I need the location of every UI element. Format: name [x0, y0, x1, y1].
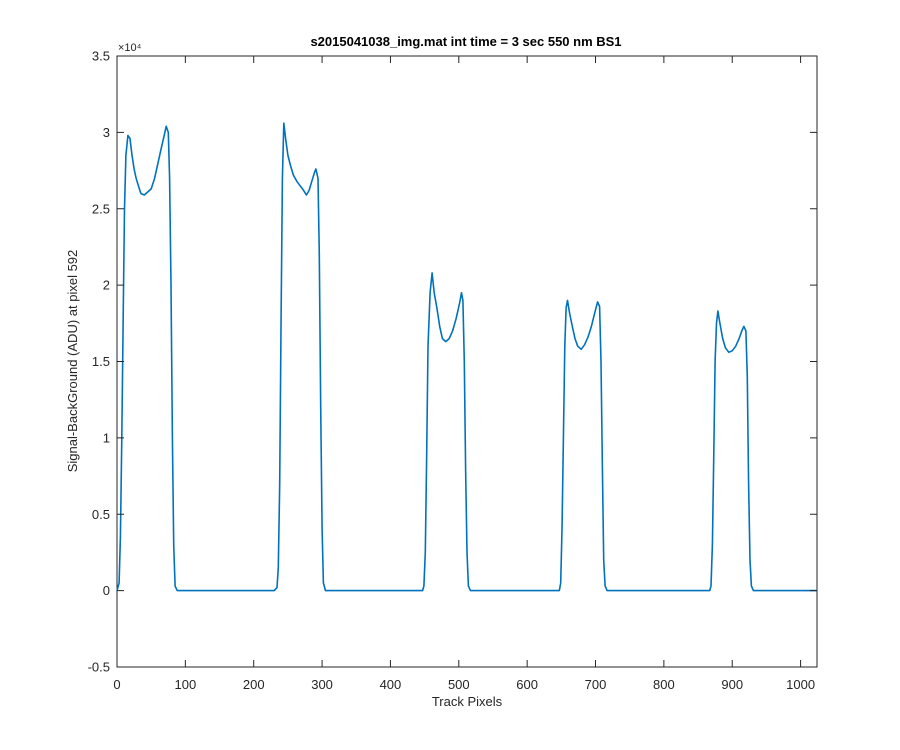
x-tick-label: 600 [516, 677, 538, 692]
x-axis-label: Track Pixels [432, 694, 503, 709]
x-tick-label: 400 [380, 677, 402, 692]
x-tick-label: 900 [721, 677, 743, 692]
y-exponent-label: ×10⁴ [118, 42, 142, 54]
x-tick-label: 0 [113, 677, 120, 692]
y-tick-label: 3.5 [92, 49, 110, 64]
y-tick-label: 1.5 [92, 354, 110, 369]
chart-title: s2015041038_img.mat int time = 3 sec 550… [310, 34, 621, 49]
y-tick-label: 3 [103, 125, 110, 140]
x-tick-label: 700 [585, 677, 607, 692]
y-tick-label: 1 [103, 430, 110, 445]
x-tick-label: 200 [243, 677, 265, 692]
x-tick-label: 100 [175, 677, 197, 692]
y-tick-label: 0 [103, 583, 110, 598]
y-tick-label: 0.5 [92, 507, 110, 522]
plot-area: 0 100 200 300 400 500 600 700 800 900 1000-0.500.5… [88, 49, 818, 692]
series-line-1 [116, 122, 817, 592]
y-tick-label: 2 [103, 278, 110, 293]
y-tick-label: -0.5 [88, 660, 110, 675]
x-tick-label: 1000 [786, 677, 815, 692]
x-tick-label: 300 [311, 677, 333, 692]
y-axis-label: Signal-BackGround (ADU) at pixel 592 [65, 250, 80, 473]
y-tick-label: 2.5 [92, 201, 110, 216]
x-tick-label: 500 [448, 677, 470, 692]
x-tick-label: 800 [653, 677, 675, 692]
